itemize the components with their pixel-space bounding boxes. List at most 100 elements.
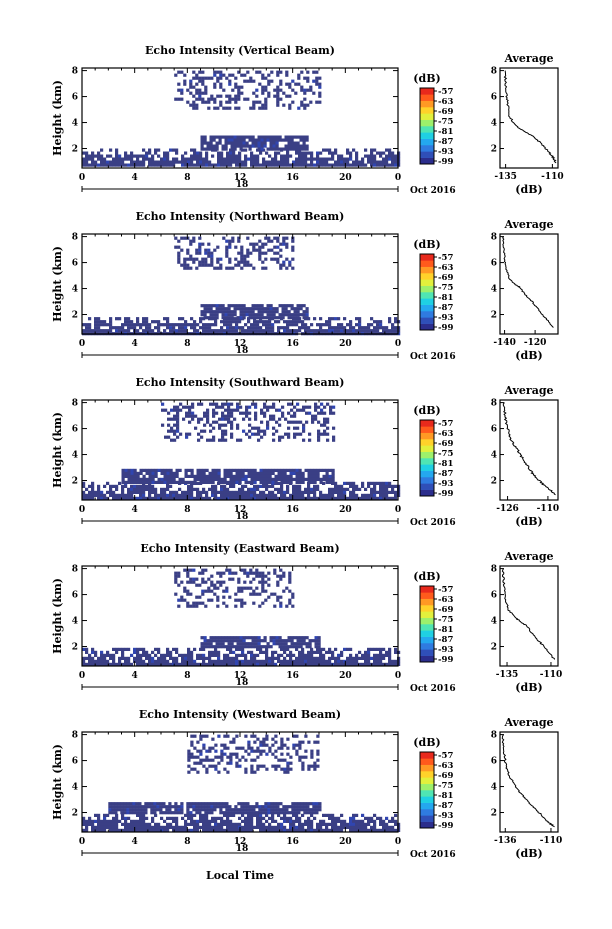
heat-cell (118, 160, 122, 164)
heat-cell (163, 317, 167, 321)
heat-cell (310, 822, 314, 826)
heat-cell (124, 828, 128, 832)
heat-cell (121, 496, 125, 500)
heat-cell (184, 480, 188, 484)
heat-cell (115, 163, 119, 167)
heat-cell (97, 157, 101, 161)
heat-cell (183, 598, 187, 602)
heat-cell (355, 317, 359, 321)
heat-cell (279, 266, 283, 270)
heat-cell (337, 484, 341, 488)
heat-cell (343, 326, 347, 330)
heat-cell (227, 417, 231, 421)
heat-cell (322, 656, 326, 660)
heat-cell (259, 647, 263, 651)
heat-cell (192, 802, 196, 806)
heat-cell (230, 636, 234, 640)
heat-cell (223, 493, 227, 497)
heat-cell (247, 743, 251, 747)
panel-title: Echo Intensity (Northward Beam) (136, 210, 345, 223)
profile-x-tick-label: -110 (541, 172, 564, 182)
heat-cell (287, 310, 291, 314)
heat-cell (97, 484, 101, 488)
heat-cell (172, 647, 176, 651)
heat-cell (307, 329, 311, 333)
heat-cell (228, 571, 232, 575)
heat-cell (297, 802, 301, 806)
heat-cell (288, 580, 292, 584)
heat-cell (283, 160, 287, 164)
heat-cell (117, 805, 121, 809)
heat-cell (310, 752, 314, 756)
heat-cell (111, 808, 115, 812)
heat-cell (82, 828, 86, 832)
heat-cell (157, 659, 161, 663)
heat-cell (268, 320, 272, 324)
heat-cell (322, 828, 326, 832)
heat-cell (244, 154, 248, 158)
heat-cell (165, 811, 169, 815)
heat-cell (154, 148, 158, 152)
heat-cell (130, 163, 134, 167)
heat-cell (286, 653, 290, 657)
heat-cell (91, 484, 95, 488)
heat-cell (229, 656, 233, 660)
heat-cell (239, 642, 243, 646)
heat-cell (328, 326, 332, 330)
heat-cell (226, 154, 230, 158)
heat-cell (218, 438, 222, 442)
heat-cell (85, 822, 89, 826)
heat-cell (367, 329, 371, 333)
heat-cell (97, 822, 101, 826)
heat-cell (210, 260, 214, 264)
heat-cell (250, 758, 254, 762)
heat-cell (358, 819, 362, 823)
heat-cell (173, 429, 177, 433)
heat-cell (142, 477, 146, 481)
heat-cell (268, 329, 272, 333)
heat-cell (269, 316, 273, 320)
heat-cell (127, 659, 131, 663)
heat-cell (373, 481, 377, 485)
heat-cell (212, 435, 216, 439)
heat-cell (234, 571, 238, 575)
heat-cell (127, 157, 131, 161)
heat-cell (151, 484, 155, 488)
heat-cell (292, 734, 296, 738)
heat-cell (139, 659, 143, 663)
heat-cell (367, 822, 371, 826)
heat-cell (343, 659, 347, 663)
heat-cell (232, 490, 236, 494)
heat-cell (172, 816, 176, 820)
heat-cell (100, 160, 104, 164)
heat-cell (352, 825, 356, 829)
heat-cell (130, 326, 134, 330)
heat-cell (275, 420, 279, 424)
heat-cell (183, 568, 187, 572)
heat-cell (261, 251, 265, 255)
heat-cell (241, 650, 245, 654)
heat-cell (220, 154, 224, 158)
heat-cell (202, 659, 206, 663)
heat-cell (225, 805, 229, 809)
heat-cell (235, 323, 239, 327)
heat-cell (326, 432, 330, 436)
colorbar-tick-label: -63 (438, 429, 453, 439)
heat-cell (305, 313, 309, 317)
heat-cell (142, 484, 146, 488)
heat-cell (160, 487, 164, 491)
heat-cell (291, 88, 295, 92)
heat-cell (130, 822, 134, 826)
heat-cell (260, 304, 264, 308)
colorbar-segment (420, 783, 434, 791)
heat-cell (221, 135, 225, 139)
heat-cell (250, 496, 254, 500)
heat-cell (376, 481, 380, 485)
heat-cell (295, 656, 299, 660)
heat-cell (310, 496, 314, 500)
heat-cell (222, 571, 226, 575)
heat-cell (334, 326, 338, 330)
heat-cell (82, 163, 86, 167)
heat-cell (230, 435, 234, 439)
heat-cell (285, 805, 289, 809)
